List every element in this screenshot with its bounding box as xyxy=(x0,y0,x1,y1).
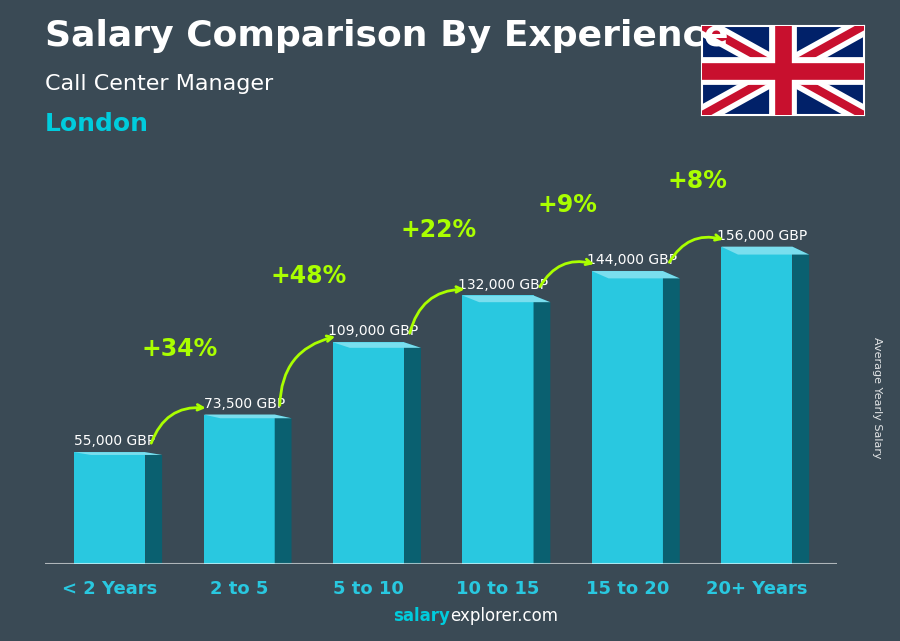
Polygon shape xyxy=(463,296,551,302)
Polygon shape xyxy=(534,296,551,564)
Polygon shape xyxy=(592,271,680,278)
Text: +9%: +9% xyxy=(538,193,598,217)
Text: 109,000 GBP: 109,000 GBP xyxy=(328,324,418,338)
Polygon shape xyxy=(721,247,792,564)
Text: +8%: +8% xyxy=(667,169,727,193)
Text: +34%: +34% xyxy=(141,337,218,360)
Polygon shape xyxy=(274,415,292,564)
Polygon shape xyxy=(721,247,809,254)
Polygon shape xyxy=(592,271,663,564)
Text: 132,000 GBP: 132,000 GBP xyxy=(458,278,548,292)
Text: Call Center Manager: Call Center Manager xyxy=(45,74,274,94)
Polygon shape xyxy=(792,247,809,564)
Polygon shape xyxy=(333,342,404,564)
Polygon shape xyxy=(203,415,292,418)
Text: London: London xyxy=(45,112,149,136)
Polygon shape xyxy=(702,26,864,115)
Polygon shape xyxy=(463,296,534,564)
Text: +48%: +48% xyxy=(271,264,347,288)
Polygon shape xyxy=(203,415,274,564)
Polygon shape xyxy=(74,452,145,564)
Text: 144,000 GBP: 144,000 GBP xyxy=(588,253,678,267)
Text: explorer.com: explorer.com xyxy=(450,607,558,625)
Text: 55,000 GBP: 55,000 GBP xyxy=(74,435,156,448)
Polygon shape xyxy=(333,342,421,348)
Text: 156,000 GBP: 156,000 GBP xyxy=(716,229,807,243)
Text: salary: salary xyxy=(393,607,450,625)
Text: 73,500 GBP: 73,500 GBP xyxy=(203,397,284,411)
Polygon shape xyxy=(404,342,421,564)
Polygon shape xyxy=(74,452,162,455)
Text: Average Yearly Salary: Average Yearly Salary xyxy=(872,337,883,458)
Text: Salary Comparison By Experience: Salary Comparison By Experience xyxy=(45,19,728,53)
Polygon shape xyxy=(663,271,680,564)
Text: +22%: +22% xyxy=(400,217,476,242)
Polygon shape xyxy=(145,452,162,564)
